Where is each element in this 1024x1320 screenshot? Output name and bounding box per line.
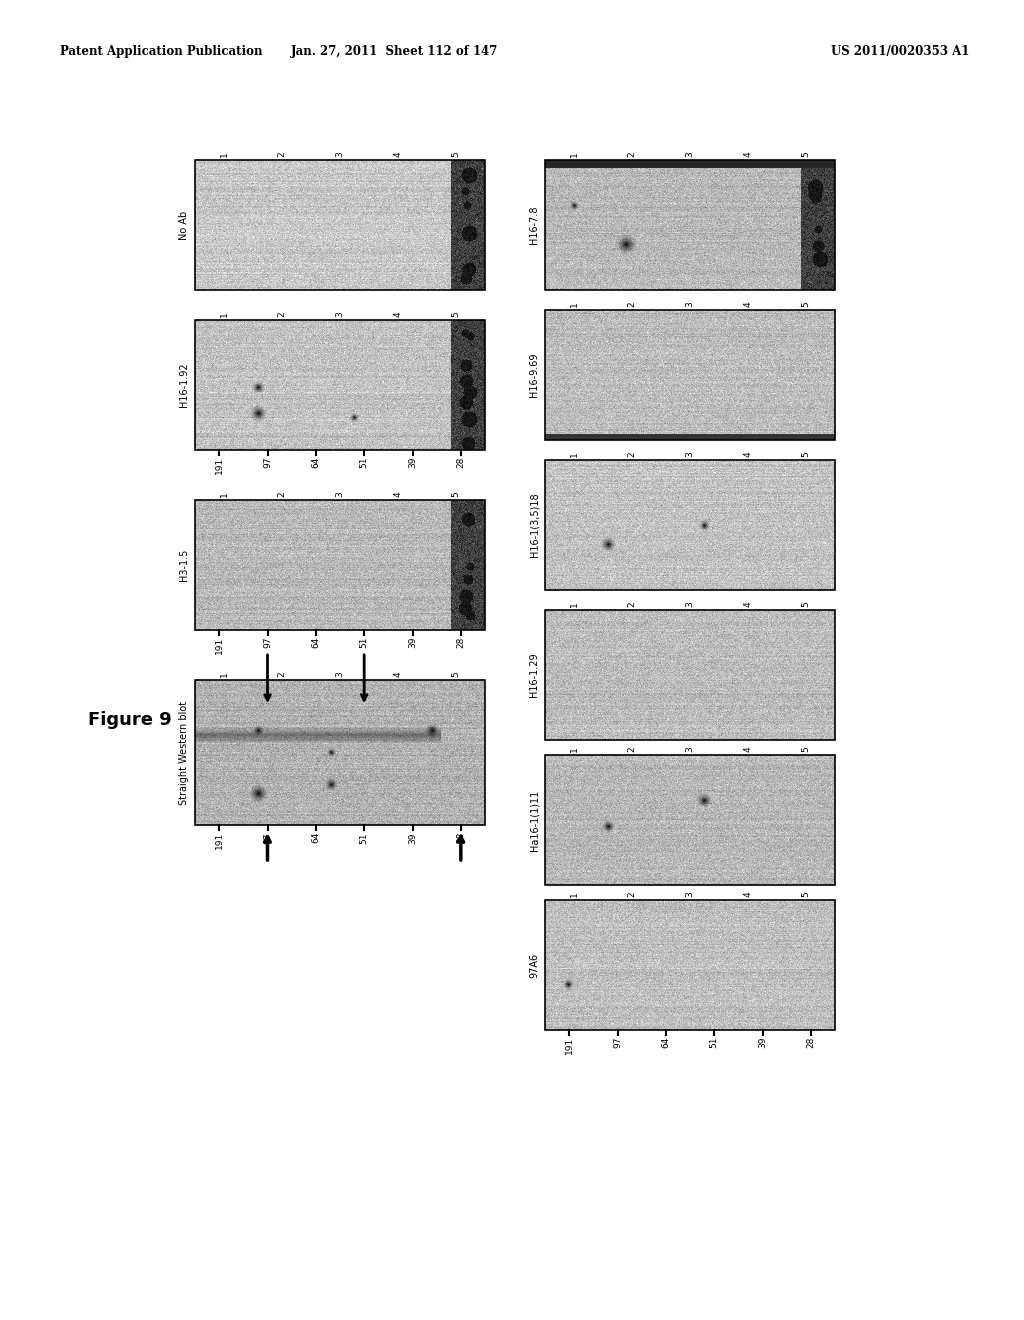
Text: 64: 64 <box>311 457 321 469</box>
Text: 28: 28 <box>457 638 465 648</box>
Bar <box>545 459 835 590</box>
Text: 3: 3 <box>336 152 344 157</box>
Text: 3: 3 <box>336 491 344 498</box>
Text: 64: 64 <box>311 832 321 843</box>
Text: 5: 5 <box>802 601 811 607</box>
Text: US 2011/0020353 A1: US 2011/0020353 A1 <box>830 45 969 58</box>
Text: 1: 1 <box>569 891 579 898</box>
Text: 2: 2 <box>278 491 287 498</box>
Text: 51: 51 <box>359 832 369 843</box>
Text: 2: 2 <box>628 602 637 607</box>
Text: Patent Application Publication: Patent Application Publication <box>60 45 262 58</box>
Text: 97A6: 97A6 <box>529 953 539 978</box>
Text: 97: 97 <box>263 457 272 469</box>
Text: 5: 5 <box>802 746 811 752</box>
Text: 2: 2 <box>628 301 637 308</box>
Text: 5: 5 <box>452 491 461 498</box>
Text: 4: 4 <box>743 301 753 308</box>
Bar <box>545 900 835 1030</box>
Text: 2: 2 <box>278 152 287 157</box>
Bar <box>195 680 485 825</box>
Text: 97: 97 <box>263 638 272 648</box>
Text: 64: 64 <box>662 1038 671 1048</box>
Text: Figure 9: Figure 9 <box>88 711 172 729</box>
Text: 1: 1 <box>569 601 579 607</box>
Text: 97: 97 <box>613 1038 622 1048</box>
Text: 5: 5 <box>802 891 811 898</box>
Text: 3: 3 <box>336 312 344 317</box>
Text: No Ab: No Ab <box>179 210 189 240</box>
Text: 51: 51 <box>359 457 369 469</box>
Text: 28: 28 <box>457 832 465 843</box>
Text: 2: 2 <box>628 891 637 898</box>
Text: 4: 4 <box>393 152 402 157</box>
Text: 2: 2 <box>278 672 287 677</box>
Text: 39: 39 <box>408 638 417 648</box>
Text: Jan. 27, 2011  Sheet 112 of 147: Jan. 27, 2011 Sheet 112 of 147 <box>291 45 499 58</box>
Text: 5: 5 <box>802 152 811 157</box>
Text: 1: 1 <box>569 746 579 752</box>
Text: 64: 64 <box>311 638 321 648</box>
Text: 4: 4 <box>393 672 402 677</box>
Text: 3: 3 <box>685 746 694 752</box>
Text: 191: 191 <box>215 832 223 849</box>
Bar <box>545 310 835 440</box>
Text: 28: 28 <box>806 1038 815 1048</box>
Text: 5: 5 <box>452 152 461 157</box>
Text: Straight Western blot: Straight Western blot <box>179 701 189 805</box>
Text: 3: 3 <box>685 891 694 898</box>
Text: 28: 28 <box>457 457 465 469</box>
Text: 2: 2 <box>628 746 637 752</box>
Text: 2: 2 <box>628 152 637 157</box>
Text: 191: 191 <box>215 638 223 655</box>
Text: 5: 5 <box>452 312 461 317</box>
Text: 5: 5 <box>802 301 811 308</box>
Text: H16-1(3,5)18: H16-1(3,5)18 <box>529 492 539 557</box>
Text: 191: 191 <box>564 1038 573 1055</box>
Text: 97: 97 <box>263 832 272 843</box>
Text: 5: 5 <box>452 672 461 677</box>
Text: 4: 4 <box>743 746 753 752</box>
Text: H3-1.5: H3-1.5 <box>179 549 189 581</box>
Bar <box>545 160 835 290</box>
Text: 1: 1 <box>219 152 228 157</box>
Text: 3: 3 <box>685 601 694 607</box>
Text: H16-9.69: H16-9.69 <box>529 352 539 397</box>
Bar <box>545 610 835 741</box>
Text: 2: 2 <box>628 451 637 457</box>
Text: 39: 39 <box>408 457 417 469</box>
Text: 4: 4 <box>743 451 753 457</box>
Text: 1: 1 <box>569 152 579 157</box>
Text: 39: 39 <box>758 1038 767 1048</box>
Text: H16-1.29: H16-1.29 <box>529 652 539 697</box>
Bar <box>195 160 485 290</box>
Text: 2: 2 <box>278 312 287 317</box>
Text: 1: 1 <box>219 491 228 498</box>
Text: 4: 4 <box>743 152 753 157</box>
Text: 3: 3 <box>685 301 694 308</box>
Text: 1: 1 <box>219 312 228 317</box>
Text: 4: 4 <box>743 891 753 898</box>
Text: H16-7.8: H16-7.8 <box>529 206 539 244</box>
Text: 4: 4 <box>743 602 753 607</box>
Text: 1: 1 <box>219 672 228 677</box>
Text: Ha16-1(1)11: Ha16-1(1)11 <box>529 789 539 850</box>
Text: 1: 1 <box>569 301 579 308</box>
Text: 5: 5 <box>802 451 811 457</box>
Text: H16-1.92: H16-1.92 <box>179 363 189 408</box>
Text: 4: 4 <box>393 312 402 317</box>
Text: 51: 51 <box>710 1038 719 1048</box>
Text: 3: 3 <box>685 152 694 157</box>
Bar <box>545 755 835 884</box>
Text: 3: 3 <box>336 672 344 677</box>
Bar <box>195 500 485 630</box>
Text: 4: 4 <box>393 491 402 498</box>
Text: 3: 3 <box>685 451 694 457</box>
Bar <box>195 319 485 450</box>
Text: 1: 1 <box>569 451 579 457</box>
Text: 51: 51 <box>359 638 369 648</box>
Text: 39: 39 <box>408 832 417 843</box>
Text: 191: 191 <box>215 457 223 474</box>
